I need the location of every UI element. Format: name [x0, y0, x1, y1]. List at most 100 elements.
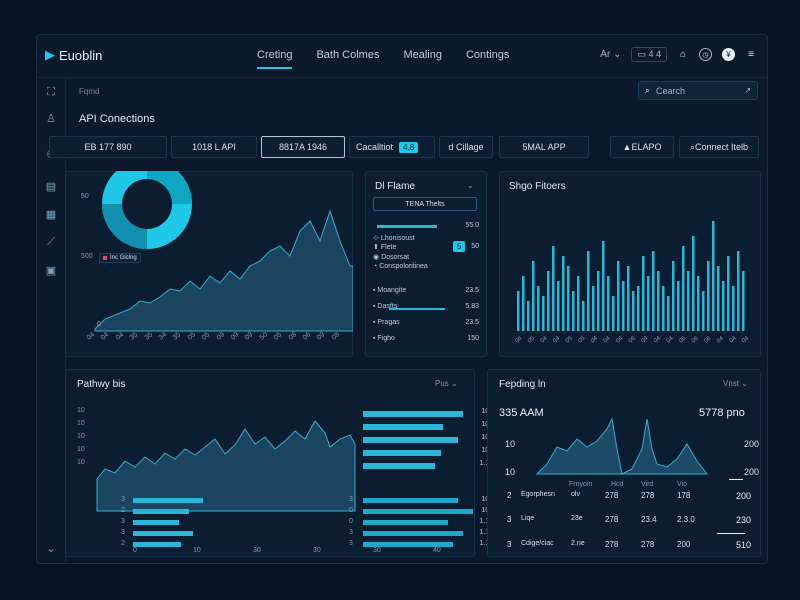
x-tick-label: 05: [527, 335, 536, 344]
x-tick-label: 30: [253, 547, 261, 554]
bar: [712, 221, 715, 331]
pathway-dropdown[interactable]: Pus ⌄: [435, 379, 458, 388]
x-tick-label: 04: [716, 335, 725, 344]
dl-search-field[interactable]: TENA Thelts: [373, 197, 477, 211]
menu-icon[interactable]: ≡: [748, 49, 754, 60]
bar: [717, 266, 720, 331]
stack-icon[interactable]: ▣: [45, 264, 57, 277]
bar-chart: 04 05 04 04 05 05 04 04 04 06 04 04 04 06 06 06 04 04 04: [514, 221, 751, 345]
y-axis-label: 50: [81, 193, 89, 200]
item-label: Lhonisoust: [380, 234, 415, 242]
pending-dropdown[interactable]: Vnst ⌄: [723, 379, 748, 388]
row-total: 200: [735, 491, 751, 501]
tab-mealing[interactable]: Mealing: [403, 49, 442, 61]
bar: [667, 296, 670, 331]
bar: [597, 271, 600, 331]
chevron-down-icon[interactable]: ⌄: [467, 181, 474, 190]
clock-icon[interactable]: ◷: [699, 48, 712, 61]
row-label: 0: [349, 507, 353, 514]
x-tick-label: 30: [373, 547, 381, 554]
document-icon[interactable]: ▤: [45, 180, 57, 193]
legend-swatch: [103, 256, 107, 260]
chevron-down-icon[interactable]: ⌄: [46, 542, 56, 555]
summary-box-3[interactable]: 8817A 1946: [261, 136, 345, 158]
home-icon[interactable]: ⌂: [679, 49, 687, 60]
area-chart: [94, 171, 353, 332]
summary-box-1[interactable]: EB 177 890: [49, 136, 167, 158]
expand-icon[interactable]: ⛶: [47, 85, 55, 98]
bar: [602, 241, 605, 331]
row-cell: 2.ne: [571, 540, 585, 547]
list-item[interactable]: ▪ Pragas: [373, 319, 400, 326]
search-input[interactable]: ⌕ Cearch ↗: [638, 81, 758, 100]
bar: [722, 281, 725, 331]
summary-box-5[interactable]: d Cillage: [439, 136, 493, 158]
bar: [657, 271, 660, 331]
bar: [622, 281, 625, 331]
link-icon[interactable]: ⟋: [47, 235, 55, 248]
bar: [642, 256, 645, 331]
x-tick-label: 04: [741, 335, 750, 344]
list-item[interactable]: ▪ Figho: [373, 335, 395, 342]
summary-box-6[interactable]: 5MAL APP: [499, 136, 589, 158]
pathway-title: Pathwy bis: [77, 379, 126, 390]
bar: [537, 286, 540, 331]
bar: [363, 411, 463, 417]
api-button[interactable]: ▲ ELAPO: [610, 136, 674, 158]
bar: [522, 276, 525, 331]
y-tick-label: 10: [77, 446, 85, 453]
language-select[interactable]: Ar ⌄: [600, 49, 622, 60]
x-tick-label: 04: [540, 335, 549, 344]
summary-box-4[interactable]: Cacalltiot 4.8: [349, 136, 435, 158]
bar: [697, 276, 700, 331]
summary-value: EB 177 890: [84, 142, 132, 152]
bar: [707, 261, 710, 331]
connect-button[interactable]: ⌕ Connect Itelb: [679, 136, 759, 158]
search-placeholder: Cearch: [656, 85, 686, 96]
tab-creting[interactable]: Creting: [257, 49, 293, 69]
breadcrumb[interactable]: Fqmd: [79, 87, 100, 96]
row-name[interactable]: Egorphesn: [521, 491, 555, 498]
y-tick-label: 10: [505, 439, 516, 449]
row-label: 3: [121, 529, 125, 536]
bar: [552, 246, 555, 331]
list-item[interactable]: ▪ Moangite: [373, 287, 407, 294]
y-tick-label: 10: [505, 467, 516, 477]
pending-area-chart: [535, 417, 709, 475]
donut-segment: [146, 171, 192, 205]
summary-box-2[interactable]: 1018 L API: [171, 136, 257, 158]
user-icon[interactable]: ¥: [722, 48, 735, 61]
row-value: 1.16: [463, 460, 493, 467]
dl-search-value: TENA Thelts: [405, 200, 445, 208]
tab-contings[interactable]: Contings: [465, 49, 510, 61]
bar-chart-title: Shgo Fitoers: [509, 181, 566, 192]
dashboard-window: ▶ Euoblin Creting Bath Colmes Mealing Co…: [36, 34, 768, 564]
main-nav: Creting Bath Colmes Mealing Contings: [257, 49, 509, 69]
app-logo[interactable]: ▶ Euoblin: [45, 47, 102, 63]
row-cell: olv: [571, 491, 580, 498]
bar: [727, 256, 730, 331]
x-tick-label: 06: [691, 335, 700, 344]
row-name[interactable]: Liqe: [521, 515, 535, 522]
bar: [637, 286, 640, 331]
y-tick-label: 10: [77, 433, 85, 440]
pending-left-value: 335 AAM: [499, 407, 544, 419]
x-tick-label: 04: [640, 335, 649, 344]
bar: [567, 266, 570, 331]
row-cell: 23e: [571, 515, 583, 522]
bar: [592, 286, 595, 331]
bar: [363, 450, 441, 456]
bar: [133, 509, 189, 514]
status-badge[interactable]: ▭ 4 4: [631, 47, 667, 62]
x-tick-label: 04: [666, 335, 675, 344]
bar: [732, 286, 735, 331]
row-name[interactable]: Cdige/ciac: [521, 540, 554, 547]
user-icon[interactable]: ♙: [46, 112, 56, 125]
tab-bath-colmes[interactable]: Bath Colmes: [316, 49, 380, 61]
bar: [692, 236, 695, 331]
list-item[interactable]: ▪ Dasfts: [373, 303, 398, 310]
column-header: Hcd: [611, 481, 624, 488]
grid-icon[interactable]: ▦: [45, 208, 57, 221]
row-label: 2: [121, 507, 125, 514]
x-tick-label: 04: [514, 335, 523, 344]
